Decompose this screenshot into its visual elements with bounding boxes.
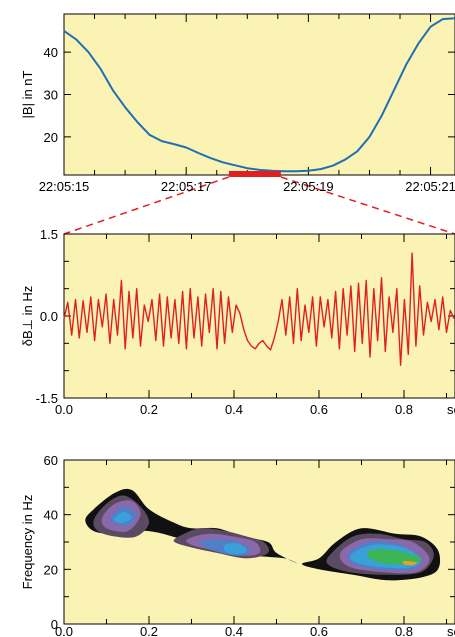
x-tick-label: 0.4 (225, 624, 243, 637)
x-tick-label: 0.2 (140, 624, 158, 637)
x-unit-label: sec (447, 402, 455, 417)
panel-2-background (63, 233, 455, 399)
zoom-line-left (63, 176, 230, 235)
contour-level-4 (113, 511, 132, 524)
y-tick-label: 0 (51, 617, 58, 632)
y-axis-label: Frequency in Hz (20, 495, 35, 590)
y-tick-label: -1.5 (36, 391, 58, 406)
x-tick-label: 22:05:15 (39, 179, 90, 194)
panel-1-background (63, 13, 455, 176)
x-tick-label: 0.6 (310, 624, 328, 637)
zoom-line-right (280, 176, 455, 235)
x-tick-label: 0.8 (395, 624, 413, 637)
x-tick-label: 0.4 (225, 402, 243, 417)
x-tick-label: 22:05:21 (405, 179, 455, 194)
x-tick-label: 22:05:17 (161, 179, 212, 194)
x-tick-label: 0.2 (140, 402, 158, 417)
x-tick-label: 22:05:19 (283, 179, 334, 194)
y-tick-label: 20 (44, 130, 58, 145)
contour-level-6 (402, 561, 418, 566)
y-tick-label: 60 (44, 453, 58, 468)
y-tick-label: 40 (44, 45, 58, 60)
perpendicular-field-line (63, 252, 455, 366)
zoom-interval-marker (228, 171, 281, 177)
x-tick-label: 0.0 (55, 402, 73, 417)
x-tick-label: 0.8 (395, 402, 413, 417)
x-tick-label: 0.6 (310, 402, 328, 417)
field-magnitude-line (63, 17, 455, 173)
y-tick-label: 40 (44, 508, 58, 523)
x-unit-label: sec (447, 624, 455, 637)
y-tick-label: 0.0 (40, 309, 58, 324)
y-tick-label: 1.5 (40, 227, 58, 242)
contour-level-4 (223, 543, 247, 555)
y-axis-label: |B| in nT (20, 70, 35, 118)
y-axis-label: δB⊥ in Hz (20, 286, 35, 346)
y-tick-label: 20 (44, 562, 58, 577)
y-tick-label: 30 (44, 88, 58, 103)
contour-level-5 (367, 549, 422, 565)
x-tick-label: 0.0 (55, 624, 73, 637)
